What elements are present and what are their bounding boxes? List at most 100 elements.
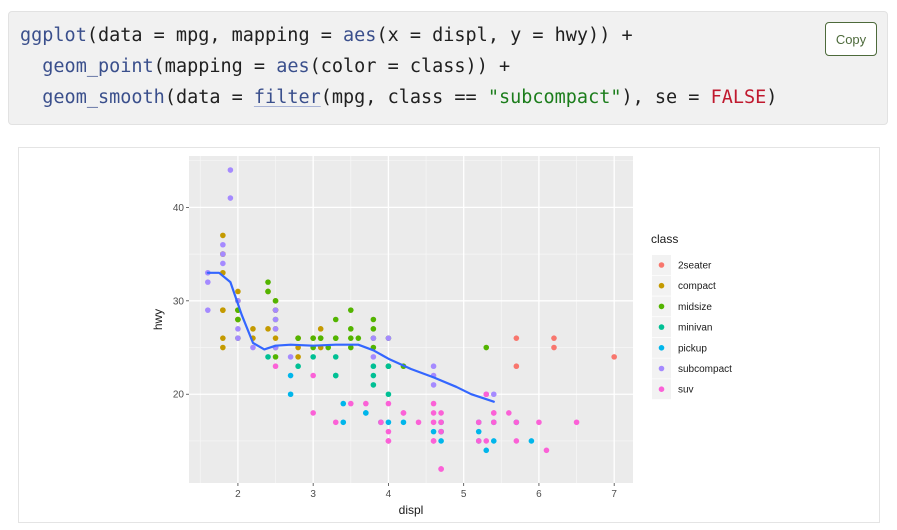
data-point bbox=[287, 391, 294, 398]
data-point bbox=[506, 410, 512, 416]
data-point bbox=[347, 307, 354, 313]
data-point bbox=[220, 344, 226, 351]
data-point bbox=[370, 363, 377, 370]
code-indent bbox=[20, 56, 42, 77]
data-point bbox=[490, 410, 497, 416]
code-text: ), se = bbox=[621, 87, 711, 108]
code-fn-ggplot: ggplot bbox=[20, 25, 87, 46]
data-point bbox=[272, 326, 279, 332]
code-block: ggplot(data = mpg, mapping = aes(x = dis… bbox=[8, 11, 888, 125]
data-point bbox=[483, 438, 490, 444]
code-text: (mpg, class == bbox=[320, 87, 488, 108]
data-point bbox=[438, 438, 444, 444]
data-point bbox=[272, 335, 279, 341]
x-tick-label: 3 bbox=[310, 489, 316, 500]
data-point bbox=[310, 410, 316, 416]
data-point bbox=[490, 419, 497, 426]
data-point bbox=[430, 428, 437, 435]
data-point bbox=[385, 335, 392, 341]
data-point bbox=[370, 372, 377, 379]
x-tick-label: 7 bbox=[611, 489, 617, 500]
data-point bbox=[430, 382, 437, 388]
legend-key-point bbox=[658, 365, 665, 372]
data-point bbox=[438, 466, 444, 472]
data-point bbox=[528, 438, 535, 444]
data-point bbox=[235, 335, 241, 341]
data-point bbox=[363, 410, 369, 416]
data-point bbox=[287, 372, 294, 379]
data-point bbox=[483, 391, 490, 398]
data-point bbox=[551, 344, 557, 351]
data-point bbox=[220, 307, 226, 313]
x-tick-label: 4 bbox=[386, 489, 392, 500]
legend-title: class bbox=[651, 232, 678, 246]
data-point bbox=[483, 447, 490, 454]
data-point bbox=[513, 335, 520, 341]
data-point bbox=[220, 260, 226, 267]
data-point bbox=[220, 241, 226, 248]
legend-label: minivan bbox=[678, 323, 712, 334]
code-line-3: geom_smooth(data = filter(mpg, class == … bbox=[20, 86, 777, 110]
code-text: (color = class)) + bbox=[309, 56, 511, 77]
data-point bbox=[551, 335, 557, 341]
data-point bbox=[220, 232, 226, 239]
data-point bbox=[332, 316, 339, 323]
data-point bbox=[235, 316, 241, 323]
legend-key-point bbox=[658, 262, 665, 268]
data-point bbox=[370, 354, 377, 360]
code-text: (x = displ, y = hwy)) + bbox=[376, 25, 633, 46]
data-point bbox=[430, 400, 437, 407]
data-point bbox=[430, 363, 437, 370]
data-point bbox=[250, 344, 256, 351]
x-tick-label: 6 bbox=[536, 489, 542, 500]
data-point bbox=[370, 335, 377, 341]
data-point bbox=[272, 316, 279, 323]
data-point bbox=[272, 363, 279, 370]
y-tick-label: 40 bbox=[173, 203, 185, 214]
data-point bbox=[295, 363, 301, 370]
data-point bbox=[378, 419, 384, 426]
legend-key-point bbox=[658, 386, 665, 392]
data-point bbox=[385, 363, 392, 370]
x-tick-label: 2 bbox=[235, 489, 241, 500]
code-text: (data = mpg, mapping = bbox=[86, 25, 344, 46]
data-point bbox=[265, 326, 271, 332]
data-point bbox=[272, 354, 279, 360]
data-point bbox=[438, 419, 444, 426]
data-point bbox=[385, 438, 392, 444]
y-axis-title: hwy bbox=[151, 309, 165, 330]
data-point bbox=[400, 419, 407, 426]
code-link-filter[interactable]: filter bbox=[253, 87, 321, 108]
code-fn-geom-smooth: geom_smooth bbox=[42, 87, 165, 108]
code-line-2: geom_point(mapping = aes(color = class))… bbox=[20, 55, 510, 79]
legend-key-point bbox=[658, 324, 665, 330]
data-point bbox=[295, 335, 301, 341]
data-point bbox=[265, 354, 271, 360]
x-tick-label: 5 bbox=[461, 489, 467, 500]
code-fn-aes: aes bbox=[276, 56, 310, 77]
scatter-chart: 2 3 4 5 6 7 20 30 40 displ hwy class 2seater compact m… bbox=[151, 156, 732, 517]
data-point bbox=[475, 428, 482, 435]
code-fn-geom-point: geom_point bbox=[42, 56, 154, 77]
data-point bbox=[317, 326, 324, 332]
data-point bbox=[385, 400, 392, 407]
data-point bbox=[370, 382, 377, 388]
data-point bbox=[385, 391, 392, 398]
data-point bbox=[227, 195, 234, 201]
legend-label: subcompact bbox=[678, 364, 732, 375]
data-point bbox=[370, 326, 377, 332]
code-fn-aes: aes bbox=[343, 25, 377, 46]
smooth-line bbox=[206, 271, 495, 403]
code-string: "subcompact" bbox=[487, 87, 622, 108]
copy-button[interactable]: Copy bbox=[825, 22, 877, 56]
data-point bbox=[310, 335, 316, 341]
data-point bbox=[415, 419, 422, 426]
data-point bbox=[355, 335, 362, 341]
data-point bbox=[265, 288, 271, 295]
series-suv bbox=[272, 363, 580, 472]
data-point bbox=[332, 335, 339, 341]
data-point bbox=[347, 335, 354, 341]
data-point bbox=[438, 428, 444, 435]
data-point bbox=[513, 438, 520, 444]
data-point bbox=[310, 372, 316, 379]
